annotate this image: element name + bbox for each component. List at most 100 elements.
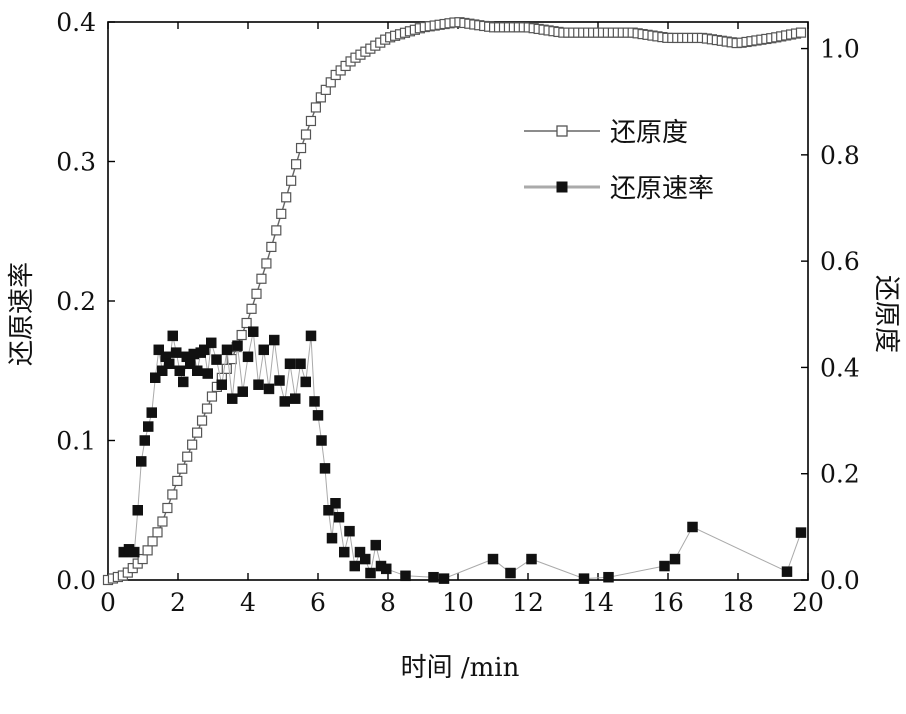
data-point-open (162, 502, 173, 514)
data-point-open (295, 142, 307, 154)
data-point-filled (150, 372, 161, 383)
data-point-filled (232, 340, 243, 351)
data-point-filled (132, 505, 143, 516)
x-tick-label: 14 (582, 588, 614, 617)
data-point-filled (333, 511, 345, 523)
x-tick-label: 4 (240, 588, 256, 617)
data-point-filled (290, 393, 301, 404)
data-point-open (241, 317, 252, 329)
data-point-filled (206, 337, 217, 349)
data-point-filled (487, 553, 499, 565)
data-point-filled (319, 463, 331, 474)
data-point-filled (211, 354, 222, 365)
plot-area: 0 2 4 6 8 10 12 14 16 18 200.00.10.20.30.40.00.20.… (56, 8, 860, 617)
data-point-filled (216, 379, 227, 390)
data-point-filled (263, 383, 275, 395)
data-point-filled (300, 376, 311, 388)
data-point-filled (129, 546, 140, 558)
legend-label-1: 还原度 (610, 118, 688, 148)
plot-frame (107, 21, 809, 581)
data-point-filled (438, 573, 450, 584)
y-right-tick-label: 1.0 (820, 35, 860, 64)
data-point-filled (578, 573, 590, 584)
data-point-open (266, 241, 277, 253)
y-right-tick-label: 0.2 (820, 460, 860, 489)
data-point-open (182, 451, 193, 462)
y-right-tick-label: 0.4 (820, 353, 860, 382)
legend-marker-filled (556, 181, 568, 193)
series-line-1 (107, 21, 802, 581)
y-axis-right-label: 还原度 (871, 275, 901, 353)
x-tick-label: 18 (722, 588, 754, 617)
data-point-open (177, 463, 188, 474)
data-point-open (187, 439, 198, 450)
data-point-filled (316, 435, 327, 446)
data-point-filled (365, 567, 376, 579)
data-point-filled (339, 546, 350, 558)
data-point-filled (227, 393, 238, 404)
data-point-filled (687, 521, 698, 533)
data-point-open (795, 27, 807, 38)
data-point-filled (269, 334, 280, 346)
data-point-open (256, 273, 267, 284)
x-axis-label: 时间 /min (401, 653, 520, 683)
data-point-filled (153, 344, 164, 356)
data-point-filled (202, 368, 213, 379)
data-point-filled (164, 358, 175, 370)
data-point-filled (146, 407, 157, 418)
y-right-tick-label: 0.6 (820, 247, 860, 276)
data-point-filled (326, 532, 338, 544)
data-point-filled (242, 351, 254, 363)
x-tick-label: 2 (170, 588, 186, 617)
data-point-filled (323, 505, 334, 516)
data-point-filled (284, 358, 296, 370)
data-point-filled (199, 344, 210, 356)
legend-label-2: 还原速率 (610, 174, 714, 204)
data-point-filled (505, 567, 516, 579)
data-point-open (286, 175, 297, 186)
data-point-open (192, 427, 203, 438)
data-point-open (261, 258, 272, 269)
data-point-open (196, 415, 208, 426)
data-point-filled (167, 330, 178, 342)
data-point-filled (344, 525, 355, 537)
data-point-filled (428, 571, 439, 583)
y-right-tick-label: 0.0 (820, 566, 860, 595)
data-point-filled (174, 365, 185, 376)
data-point-open (147, 536, 158, 547)
data-point-open (236, 329, 247, 341)
x-tick-label: 0 (100, 588, 116, 617)
data-point-open (142, 545, 153, 556)
data-point-open (276, 208, 287, 219)
data-point-open (172, 475, 183, 487)
data-point-filled (171, 347, 182, 358)
x-tick-label: 6 (310, 588, 326, 617)
data-point-filled (279, 396, 290, 407)
data-point-open (291, 159, 302, 170)
x-tick-label: 8 (380, 588, 396, 617)
data-point-open (201, 403, 213, 414)
data-point-filled (248, 326, 259, 337)
data-point-filled (349, 560, 360, 572)
data-point-open (221, 363, 232, 374)
data-point-open (246, 303, 257, 314)
data-point-filled (659, 560, 670, 572)
data-point-filled (370, 539, 381, 551)
data-point-filled (603, 571, 614, 583)
legend-marker-open (556, 125, 568, 137)
data-point-filled (330, 498, 341, 509)
y-left-tick-label: 0.3 (56, 148, 96, 177)
data-point-filled (157, 365, 168, 376)
data-point-filled (669, 553, 681, 565)
data-point-filled (192, 365, 203, 376)
data-point-open (305, 115, 317, 127)
data-point-filled (526, 553, 537, 565)
data-point-open (271, 225, 282, 236)
x-tick-label: 20 (792, 588, 824, 617)
y-left-tick-label: 0.2 (56, 287, 96, 316)
y-left-tick-label: 0.1 (56, 427, 96, 456)
data-point-filled (237, 386, 248, 397)
